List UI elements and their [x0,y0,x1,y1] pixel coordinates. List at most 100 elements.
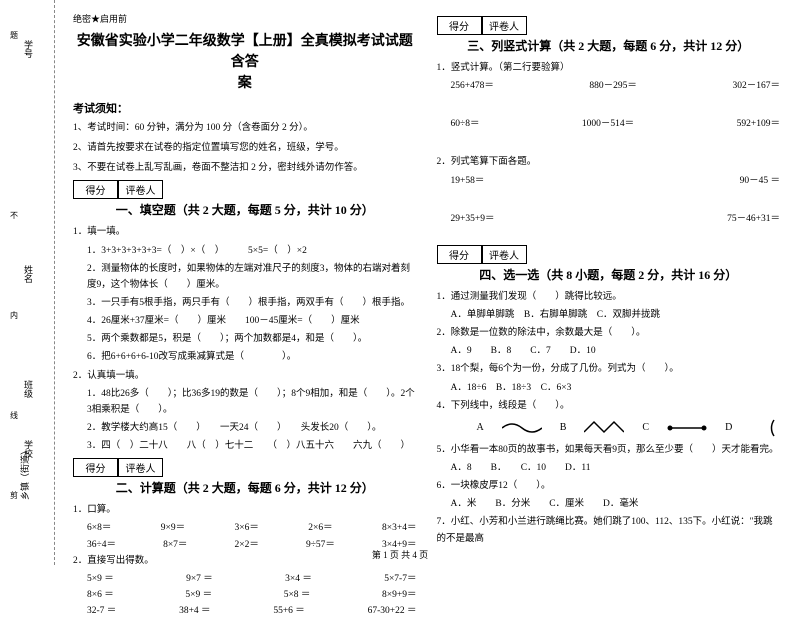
line-options: A B C D [437,418,781,438]
marker-label: 评卷人 [118,458,163,476]
cell: 32-7 ＝ [87,603,116,619]
score-label: 得分 [73,180,118,198]
cell: 29+35+9＝ [451,211,495,227]
notice-2: 2、请首先按要求在试卷的指定位置填写您的姓名，班级，学号。 [73,140,417,156]
marker-label: 评卷人 [482,245,527,263]
binding-class: 班级 [22,380,35,398]
s2-q1: 1．口算。 [73,502,417,518]
cell: 8×3+4＝ [382,520,416,536]
cell: 8×9+9＝ [382,587,416,603]
cell: 5×7-7＝ [384,571,416,587]
s1-q2: 2．认真填一填。 [73,368,417,384]
cell: 67-30+22 ＝ [368,603,417,619]
secret-label: 绝密★启用前 [73,12,417,25]
cell: 1000－514＝ [582,116,634,132]
cell: 880－295＝ [589,78,637,94]
arc-line-icon [750,418,778,438]
cell: 5×8 ＝ [284,587,311,603]
binding-tick: 内 [10,310,18,321]
cell: 9×9＝ [161,520,185,536]
s4-q1: 1．通过测量我们发现（ ）跳得比较远。 [437,289,781,305]
binding-margin: 乡镇（街道） 学校 班级 姓名 学号 剪 线 内 不 题 [0,0,55,565]
s1-q2-i1: 1．48比26多（ ）；比36多19的数是（ ）；8个9相加，和是（ ）。2个3… [73,386,417,418]
binding-number: 学号 [22,40,35,58]
section4-title: 四、选一选（共 8 小题，每题 2 分，共计 16 分） [437,266,781,283]
opt-b: B [560,422,567,433]
cell: 8×6 ＝ [87,587,114,603]
s1-q1-i1: 1．3+3+3+3+3+3=（ ）×（ ） 5×5=（ ）×2 [73,243,417,259]
notice-3: 3、不要在试卷上乱写乱画，卷面不整洁扣 2 分，密封线外请勿作答。 [73,160,417,176]
right-column: 得分 评卷人 三、列竖式计算（共 2 大题，每题 6 分，共计 12 分） 1．… [427,12,791,565]
cell: 302－167＝ [732,78,780,94]
s1-q1-i2: 2．测量物体的长度时，如果物体的左端对准尺子的刻度3，物体的右端对着刻度9，这个… [73,261,417,293]
s1-q1: 1．填一填。 [73,224,417,240]
cell: 5×9 ＝ [87,571,114,587]
binding-name: 姓名 [22,265,35,283]
cell: 5×9 ＝ [185,587,212,603]
s4-q1-opts: A．单脚单脚跳 B．右脚单脚跳 C．双脚并拢跳 [437,307,781,323]
cell: 6×8＝ [87,520,111,536]
s1-q2-i2: 2．教学楼大约高15（ ） 一天24（ ） 头发长20（ ）。 [73,420,417,436]
score-label: 得分 [437,16,482,34]
score-box: 得分 评卷人 [73,458,163,477]
opt-a: A [477,422,484,433]
s2-row: 5×9 ＝ 9×7 ＝ 3×4 ＝ 5×7-7＝ [73,571,417,587]
score-label: 得分 [73,458,118,476]
s1-q1-i6: 6．把6+6+6+6-10改写成乘减算式是（ ）。 [73,349,417,365]
s3-row: 60÷8＝ 1000－514＝ 592+109＝ [437,116,781,132]
cell: 38+4 ＝ [179,603,210,619]
s1-q1-i5: 5．两个乘数都是5，积是（ ）；两个加数都是4，和是（ ）。 [73,331,417,347]
s4-q5: 5．小华看一本80页的故事书，如果每天看9页，那么至少要（ ）天才能看完。 [437,442,781,458]
s3-row: 256+478＝ 880－295＝ 302－167＝ [437,78,781,94]
score-box: 得分 评卷人 [437,245,527,264]
notice-header: 考试须知： [73,100,417,116]
s3-row: 19+58＝ 90－45 ＝ [437,173,781,189]
s2-row: 6×8＝ 9×9＝ 3×6＝ 2×6＝ 8×3+4＝ [73,520,417,536]
score-box: 得分 评卷人 [437,16,527,35]
s4-q6-opts: A．米 B．分米 C．厘米 D．毫米 [437,496,781,512]
s3-q2: 2．列式笔算下面各题。 [437,154,781,170]
s3-row: 29+35+9＝ 75－46+31＝ [437,211,781,227]
s4-q5-opts: A．8 B． C．10 D．11 [437,460,781,476]
notice-1: 1、考试时间：60 分钟，满分为 100 分（含卷面分 2 分）。 [73,120,417,136]
left-column: 绝密★启用前 安徽省实验小学二年级数学【上册】全真模拟考试试题 含答 案 考试须… [63,12,427,565]
score-label: 得分 [437,245,482,263]
s4-q3-opts: A．18÷6 B．18÷3 C．6×3 [437,380,781,396]
s3-q1: 1．竖式计算。（第二行要验算） [437,60,781,76]
cell: 60÷8＝ [451,116,480,132]
s2-row: 8×6 ＝ 5×9 ＝ 5×8 ＝ 8×9+9＝ [73,587,417,603]
s4-q4: 4．下列线中，线段是（ ）。 [437,398,781,414]
section1-title: 一、填空题（共 2 大题，每题 5 分，共计 10 分） [73,201,417,218]
exam-title: 安徽省实验小学二年级数学【上册】全真模拟考试试题 含答 案 [73,31,417,94]
binding-tick: 剪 [10,490,18,501]
s4-q2: 2．除数是一位数的除法中，余数最大是（ ）。 [437,325,781,341]
s1-q2-i3: 3．四（ ）二十八 八（ ）七十二 （ ）八五十六 六九（ ） [73,438,417,454]
section3-title: 三、列竖式计算（共 2 大题，每题 6 分，共计 12 分） [437,37,781,54]
s4-q7: 7．小红、小芳和小兰进行跳绳比赛。她们跳了100、112、135下。小红说："我… [437,514,781,546]
wavy-line-icon [502,420,542,436]
binding-tick: 题 [10,30,18,41]
title-line2: 案 [238,76,252,91]
score-box: 得分 评卷人 [73,180,163,199]
title-line1: 安徽省实验小学二年级数学【上册】全真模拟考试试题 含答 [77,34,413,70]
s4-q6: 6．一块橡皮厚12（ ）。 [437,478,781,494]
cell: 19+58＝ [451,173,485,189]
s2-row: 32-7 ＝ 38+4 ＝ 55+6 ＝ 67-30+22 ＝ [73,603,417,619]
s1-q1-i3: 3．一只手有5根手指，两只手有（ ）根手指，两双手有（ ）根手指。 [73,295,417,311]
segment-line-icon [667,420,707,436]
cell: 2×6＝ [308,520,332,536]
marker-label: 评卷人 [482,16,527,34]
page-footer: 第 1 页 共 4 页 [0,548,800,561]
binding-tick: 线 [10,410,18,421]
opt-c: C [642,422,649,433]
cell: 90－45 ＝ [740,173,780,189]
section2-title: 二、计算题（共 2 大题，每题 6 分，共计 12 分） [73,479,417,496]
opt-d: D [725,422,732,433]
cell: 3×4 ＝ [285,571,312,587]
binding-school: 学校 [22,440,35,458]
zigzag-line-icon [584,420,624,436]
marker-label: 评卷人 [118,180,163,198]
cell: 9×7 ＝ [186,571,213,587]
s1-q1-i4: 4．26厘米+37厘米=（ ）厘米 100－45厘米=（ ）厘米 [73,313,417,329]
cell: 55+6 ＝ [273,603,304,619]
